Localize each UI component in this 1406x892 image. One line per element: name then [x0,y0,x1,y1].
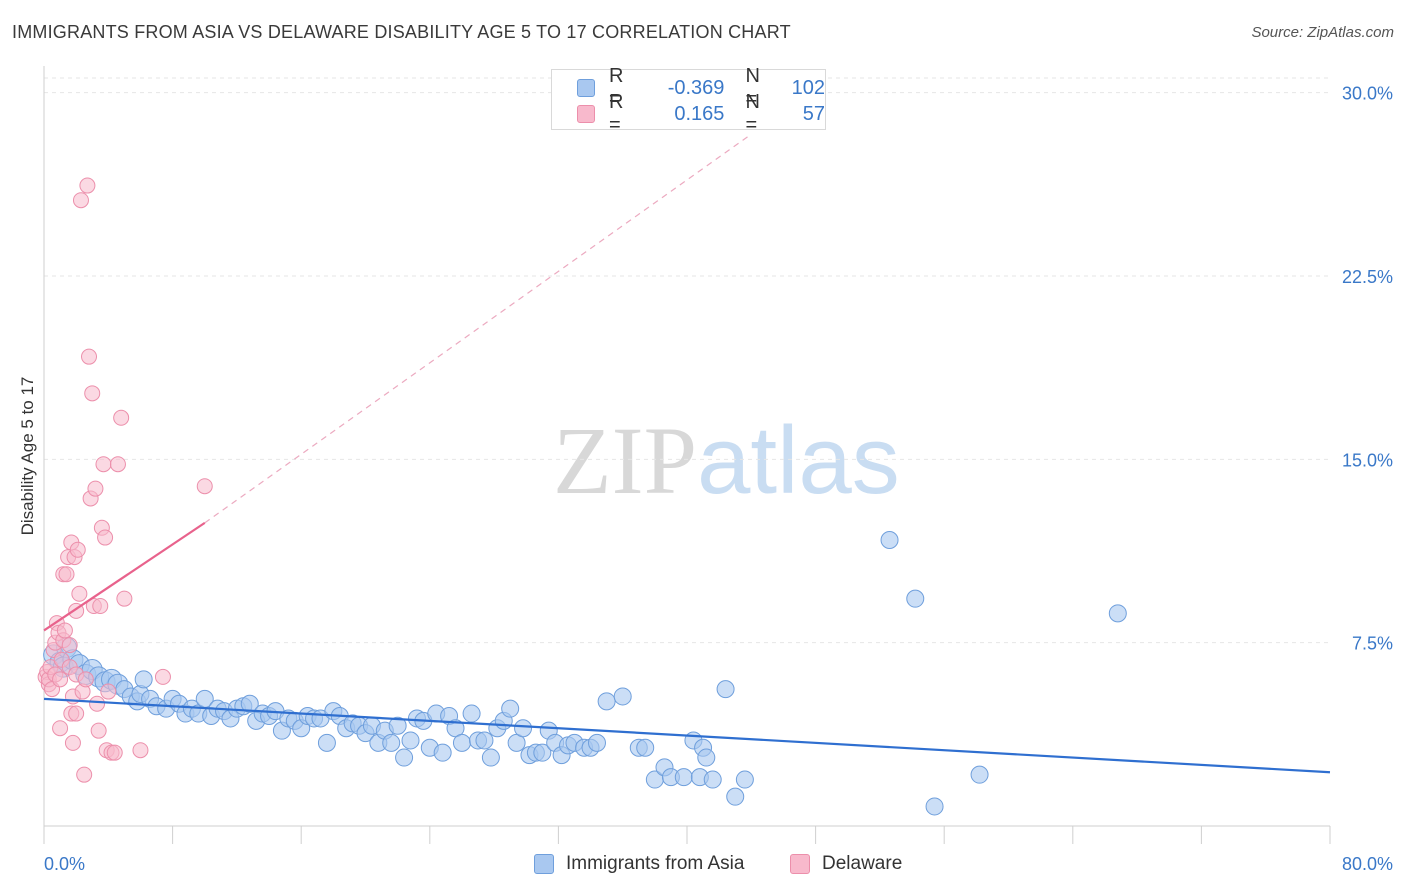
correlation-legend: R = -0.369 N = 102 R = 0.165 N = 57 [551,65,826,136]
delaware-trend-extension [204,133,752,524]
asia-point [134,670,153,689]
asia-point [613,687,632,706]
delaware-point [132,742,149,759]
asia-point [735,770,754,789]
delaware-point [95,456,112,473]
y-tick-label: 7.5% [1352,634,1393,654]
legend-row-delaware: R = 0.165 N = 57 [577,91,825,136]
watermark-atlas: atlas [697,407,900,514]
delaware-point [81,348,98,365]
delaware-point [97,529,114,546]
bottom-legend-label-delaware: Delaware [822,853,903,874]
asia-trend-line [43,697,1331,774]
asia-point [1108,604,1127,623]
legend-r-label: R = [608,91,624,136]
bottom-legend-label-asia: Immigrants from Asia [566,853,745,874]
delaware-point [56,622,73,639]
asia-point [395,748,414,767]
delaware-point [61,637,78,654]
asia-point [880,531,899,549]
bottom-legend-swatch-asia [534,854,554,874]
bottom-legend-asia: Immigrants from Asia [534,851,744,877]
asia-point [481,748,500,767]
delaware-point [71,585,88,602]
asia-point [452,733,471,752]
asia-point [382,733,401,752]
delaware-point [52,720,69,737]
asia-point [240,694,259,713]
legend-n-label: N = [745,65,760,110]
legend-n-value: 102 [791,76,825,99]
legend-r-value: 0.165 [674,102,725,125]
delaware-point [72,192,89,209]
delaware-point [89,695,106,712]
delaware-point [69,541,86,558]
delaware-point [116,590,133,607]
asia-point [401,731,420,750]
y-tick-label: 30.0% [1342,84,1393,104]
delaware-point [100,683,117,700]
delaware-point [76,766,93,783]
y-axis-label: Disability Age 5 to 17 [18,376,37,536]
asia-point [514,719,533,738]
asia-point [475,731,494,750]
asia-point [726,787,745,806]
x-tick-label: 0.0% [44,854,85,874]
asia-point [533,743,552,762]
legend-swatch-asia [577,79,595,97]
delaware-point [113,409,130,426]
asia-point [716,680,735,699]
asia-point [462,704,481,723]
bottom-legend-swatch-delaware [790,854,810,874]
asia-point [697,748,716,767]
delaware-point [109,456,126,473]
asia-point [703,770,722,789]
legend-n-label: N = [745,91,760,136]
x-tick-label: 80.0% [1342,854,1393,874]
source-label: Source: ZipAtlas.com [1251,24,1394,41]
legend-row-asia: R = -0.369 N = 102 [577,65,825,110]
delaware-trend-line [43,521,206,632]
asia-point [317,733,336,752]
watermark: ZIPatlas [553,405,900,516]
legend-swatch-delaware [577,105,595,123]
legend-r-value: -0.369 [667,76,725,99]
delaware-point [92,598,109,614]
asia-point [970,765,989,784]
asia-point [674,768,693,787]
asia-point [636,738,655,757]
delaware-point [90,722,107,739]
delaware-point [154,668,171,685]
asia-point [906,589,925,608]
delaware-point [79,177,96,194]
delaware-point [106,744,123,761]
chart-title: IMMIGRANTS FROM ASIA VS DELAWARE DISABIL… [12,22,791,42]
watermark-zip: ZIP [553,407,697,514]
delaware-point [52,671,69,688]
delaware-point [77,671,94,688]
bottom-legend-delaware: Delaware [790,851,902,877]
delaware-point [64,734,81,751]
delaware-point [68,705,85,722]
y-tick-label: 15.0% [1342,450,1393,470]
asia-point [925,797,944,816]
delaware-point [84,385,101,402]
asia-point [501,699,520,718]
legend-r-label: R = [608,65,624,110]
legend-n-value: 57 [802,102,825,125]
delaware-point [87,480,104,497]
asia-point [388,716,407,735]
delaware-point [58,566,75,583]
asia-point [587,733,606,752]
delaware-point [196,478,213,495]
y-tick-label: 22.5% [1342,267,1393,287]
asia-point [433,743,452,762]
asia-point [597,692,616,711]
